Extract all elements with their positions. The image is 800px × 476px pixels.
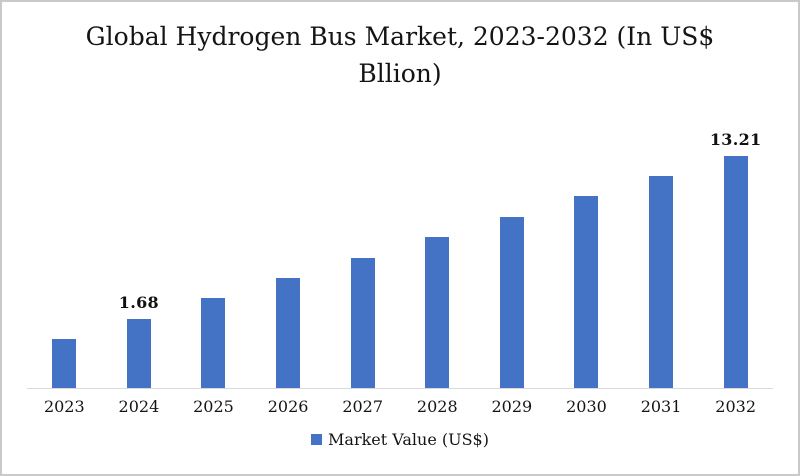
chart-title-line2: Bllion) [358,59,442,88]
bar-2030 [574,196,599,388]
bar-2029 [499,217,524,388]
bar-cell-2028 [400,100,475,388]
x-tick-label-2025: 2025 [193,397,234,416]
bar-cell-2025 [176,100,251,388]
x-tick-label-2030: 2030 [566,397,607,416]
x-tick-label-2023: 2023 [43,397,85,416]
x-tick-label-2027: 2027 [342,397,384,416]
bar-2032 [723,156,748,388]
bar-2031 [649,176,674,388]
x-tick-label-2032: 2032 [715,397,756,416]
x-tick-label-2029: 2029 [491,397,533,416]
chart-title-line1: Global Hydrogen Bus Market, 2023-2032 (I… [85,22,715,51]
legend-swatch-icon [311,434,323,445]
bar-2024 [126,319,151,388]
legend: Market Value (US$) [2,430,798,449]
x-tick-label-2028: 2028 [416,397,458,416]
x-tick-label-2024: 2024 [118,397,160,416]
x-axis-labels: 2023 2024 2025 2026 2027 2028 2029 2030 2031 2032 [27,389,773,416]
bar-data-label-2032: 13.21 [709,130,762,149]
bar-cell-2031 [624,100,699,388]
bar-data-label-2024: 1.68 [118,293,159,312]
chart-title: Global Hydrogen Bus Market, 2023-2032 (I… [50,18,750,92]
bar-2027 [350,258,375,388]
bar-2023 [52,339,77,388]
bar-cell-2029 [475,100,550,388]
legend-label: Market Value (US$) [328,430,489,449]
bar-cell-2030 [549,100,624,388]
bar-2028 [425,237,450,388]
bar-cell-2023 [27,100,102,388]
bar-2025 [201,298,226,388]
bar-cell-2026 [251,100,326,388]
x-tick-label-2031: 2031 [640,397,682,416]
plot-area: 1.68 13.21 [27,100,773,389]
bar-cell-2024: 1.68 [102,100,177,388]
bar-cell-2027 [325,100,400,388]
bar-2026 [276,278,301,388]
x-tick-label-2026: 2026 [267,397,309,416]
bar-cell-2032: 13.21 [698,100,773,388]
